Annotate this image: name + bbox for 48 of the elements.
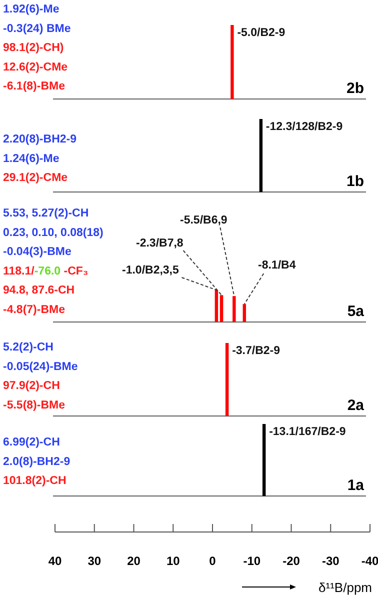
x-tick-label: -20: [282, 554, 300, 568]
x-tick-label: 0: [209, 554, 216, 568]
annotation: 97.9(2)-CH: [3, 380, 60, 392]
annotation: -13.1/167/B2-9: [269, 426, 346, 438]
annotation: 98.1(2)-CH): [3, 42, 64, 54]
text: 5.53, 5.27(2)-CH: [3, 208, 89, 220]
x-tick-label: 20: [127, 554, 141, 568]
text: 5a: [347, 303, 365, 320]
annotation: -12.3/128/B2-9: [266, 121, 343, 133]
text: 1b: [346, 173, 364, 190]
bar: [232, 296, 236, 322]
annotation: 94.8, 87.6-CH: [3, 284, 75, 297]
annotation: 6.99(2)-CH: [3, 436, 60, 448]
annotation: -5.5/B6,9: [180, 214, 228, 226]
text: 2b: [346, 80, 364, 97]
bar: [242, 304, 246, 322]
bar: [214, 290, 218, 322]
annotation: 2.0(8)-BH2-9: [3, 456, 70, 468]
text: -0.04(3)-BMe: [3, 246, 72, 258]
annotation: 1.24(6)-Me: [3, 152, 60, 165]
annotation: 2.20(8)-BH2-9: [3, 134, 76, 146]
text: 2a: [347, 397, 365, 414]
x-tick-label: 10: [166, 554, 180, 568]
x-tick-label: -30: [322, 554, 340, 568]
bar: [220, 295, 224, 322]
annotation: 101.8(2)-CH: [3, 475, 66, 488]
annotation: -3.7/B2-9: [232, 345, 280, 357]
annotation: -5.0/B2-9: [237, 27, 286, 39]
annotation: -4.8(7)-BMe: [3, 304, 65, 316]
x-tick-label: -40: [361, 554, 378, 568]
annotation: 12.6(2)-CMe: [3, 61, 68, 74]
annotation: -5.5(8)-BMe: [3, 399, 65, 412]
annotation: -6.1(8)-BMe: [3, 80, 65, 93]
annotation: -8.1/B4: [258, 260, 296, 272]
annotation: -2.3/B7,8: [136, 238, 184, 250]
x-axis-title: δ¹¹B/ppm: [318, 580, 372, 595]
annotation: -0.05(24)-BMe: [3, 360, 78, 373]
annotation: -1.0/B2,3,5: [122, 264, 180, 276]
text: 1.92(6)-Me: [3, 4, 60, 16]
x-tick-label: 40: [48, 554, 62, 568]
text: 5.2(2)-CH: [3, 342, 54, 354]
text: 0.23, 0.10, 0.08(18): [3, 226, 104, 239]
annotation: -0.3(24) BMe: [3, 22, 71, 35]
x-tick-label: 30: [88, 554, 102, 568]
x-tick-label: -10: [243, 554, 261, 568]
annotation: 29.1(2)-CMe: [3, 172, 68, 184]
text: 118.1/-76.0 -CF₃: [3, 265, 88, 278]
text: 1a: [347, 477, 365, 494]
